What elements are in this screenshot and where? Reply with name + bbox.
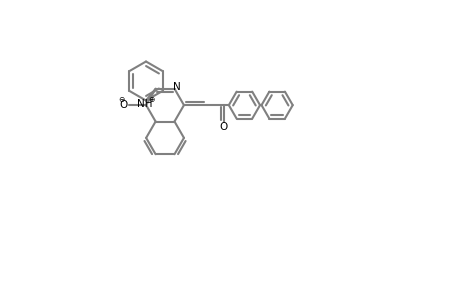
Text: ⊖: ⊖ <box>118 95 124 104</box>
Text: N: N <box>173 82 180 92</box>
Text: NH: NH <box>137 99 152 109</box>
Text: O: O <box>219 122 227 132</box>
Text: ⊕: ⊕ <box>148 95 154 104</box>
Text: O: O <box>119 100 128 110</box>
